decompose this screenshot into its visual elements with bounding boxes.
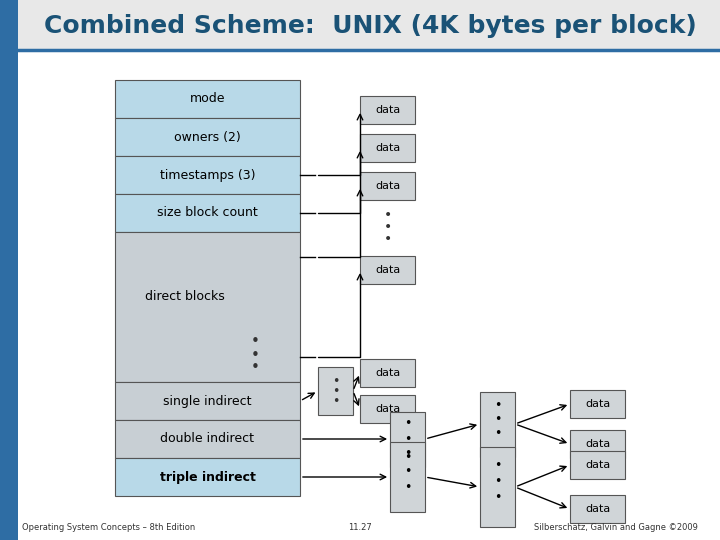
Bar [318, 367, 353, 415]
Text: •: • [404, 450, 411, 463]
Bar [360, 359, 415, 387]
Bar [570, 390, 625, 418]
Bar [115, 458, 300, 496]
Text: •: • [494, 490, 501, 503]
Text: •: • [494, 400, 501, 413]
Bar [115, 232, 300, 382]
Bar [115, 118, 300, 156]
Text: •: • [404, 448, 411, 461]
Bar [360, 172, 415, 200]
Text: data: data [375, 105, 400, 115]
Bar [0, 0, 18, 540]
Text: •: • [494, 458, 501, 471]
Text: single indirect: single indirect [163, 395, 252, 408]
Bar [570, 430, 625, 458]
Text: data: data [375, 368, 400, 378]
Text: •: • [494, 428, 501, 441]
Bar [480, 447, 515, 527]
Text: •: • [251, 348, 259, 362]
Text: data: data [585, 504, 610, 514]
Text: triple indirect: triple indirect [160, 470, 256, 483]
Bar [360, 395, 415, 423]
Bar [390, 442, 425, 512]
Text: double indirect: double indirect [161, 433, 254, 446]
Text: •: • [383, 220, 392, 234]
Text: •: • [404, 433, 411, 446]
Bar [115, 420, 300, 458]
Text: data: data [585, 439, 610, 449]
Text: •: • [251, 360, 259, 375]
Text: direct blocks: direct blocks [145, 291, 225, 303]
Text: 11.27: 11.27 [348, 523, 372, 532]
Bar [360, 96, 415, 124]
Text: timestamps (3): timestamps (3) [160, 168, 256, 181]
Text: •: • [383, 232, 392, 246]
Text: mode: mode [190, 92, 225, 105]
Text: •: • [404, 417, 411, 430]
Text: •: • [251, 334, 259, 349]
Text: •: • [383, 208, 392, 222]
Text: size block count: size block count [157, 206, 258, 219]
Text: Combined Scheme:  UNIX (4K bytes per block): Combined Scheme: UNIX (4K bytes per bloc… [44, 14, 696, 38]
Bar [115, 80, 300, 118]
Text: owners (2): owners (2) [174, 131, 241, 144]
Text: •: • [494, 475, 501, 488]
Text: •: • [404, 465, 411, 478]
Text: data: data [585, 460, 610, 470]
Bar [115, 194, 300, 232]
Text: •: • [332, 384, 339, 397]
Bar [360, 256, 415, 284]
Text: data: data [375, 181, 400, 191]
Bar [115, 382, 300, 420]
Bar [115, 156, 300, 194]
Text: data: data [375, 143, 400, 153]
Bar [480, 392, 515, 456]
Bar [570, 495, 625, 523]
Text: data: data [375, 404, 400, 414]
Text: •: • [332, 395, 339, 408]
Bar [390, 411, 425, 467]
Text: data: data [375, 265, 400, 275]
Bar [570, 451, 625, 479]
Text: data: data [585, 399, 610, 409]
Bar [18, 0, 720, 50]
Text: •: • [404, 481, 411, 494]
Text: Silberschatz, Galvin and Gagne ©2009: Silberschatz, Galvin and Gagne ©2009 [534, 523, 698, 532]
Text: •: • [494, 414, 501, 427]
Bar [360, 134, 415, 162]
Text: •: • [332, 375, 339, 388]
Text: Operating System Concepts – 8th Edition: Operating System Concepts – 8th Edition [22, 523, 195, 532]
